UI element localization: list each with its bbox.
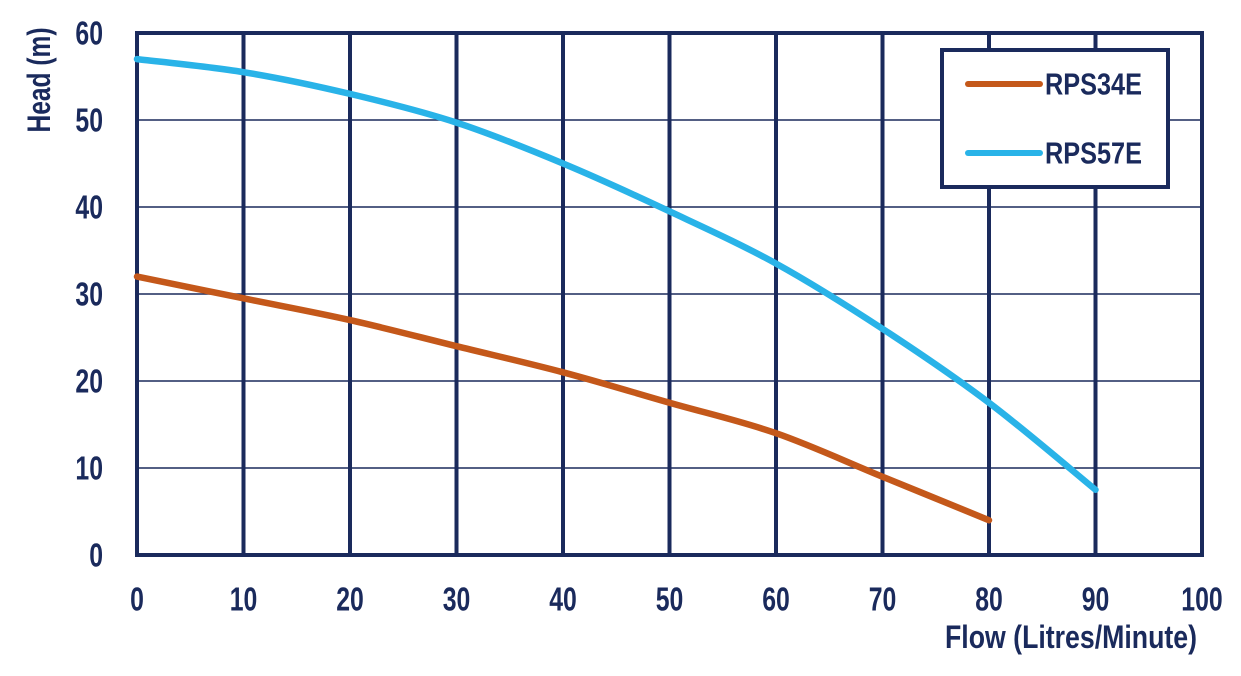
y-tick-label: 50	[75, 102, 103, 139]
y-tick-label: 20	[75, 363, 103, 400]
legend-label-rps34e: RPS34E	[1045, 67, 1142, 102]
y-tick-label: 60	[75, 15, 103, 52]
tick-layer: 0 10 20 30 40 50 60 70 80 90 100 0 10 20 30 40 50 60	[75, 15, 1222, 618]
x-tick-label: 20	[336, 581, 364, 618]
x-tick-label: 70	[869, 581, 897, 618]
x-tick-label: 30	[443, 581, 471, 618]
x-tick-label: 90	[1082, 581, 1110, 618]
x-axis-title: Flow (Litres/Minute)	[945, 619, 1197, 655]
legend-label-rps57e: RPS57E	[1045, 136, 1142, 171]
legend: RPS34E RPS57E	[940, 48, 1170, 189]
x-tick-label: 80	[975, 581, 1003, 618]
y-axis-title: Head (m)	[21, 28, 57, 133]
legend-box	[940, 48, 1170, 189]
x-tick-label: 100	[1181, 581, 1222, 618]
y-tick-label: 30	[75, 276, 103, 313]
y-tick-label: 0	[89, 537, 103, 574]
grid-layer	[135, 31, 1204, 557]
series-line-rps34e	[133, 273, 993, 524]
plot-border	[135, 31, 1204, 557]
x-tick-label: 40	[549, 581, 577, 618]
x-tick-label: 50	[656, 581, 684, 618]
series-line-rps57e	[133, 55, 1099, 493]
x-tick-label: 0	[130, 581, 144, 618]
y-tick-label: 10	[75, 450, 103, 487]
x-tick-label: 10	[230, 581, 258, 618]
y-tick-label: 40	[75, 189, 103, 226]
series-layer	[133, 55, 1099, 524]
x-tick-label: 60	[762, 581, 790, 618]
